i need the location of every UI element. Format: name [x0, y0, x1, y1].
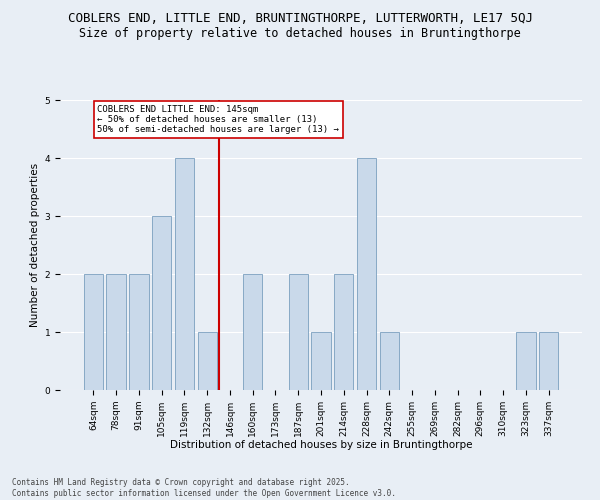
- Bar: [243, 274, 262, 390]
- Bar: [152, 216, 172, 390]
- Bar: [311, 332, 331, 390]
- Text: Contains HM Land Registry data © Crown copyright and database right 2025.
Contai: Contains HM Land Registry data © Crown c…: [12, 478, 396, 498]
- Text: COBLERS END, LITTLE END, BRUNTINGTHORPE, LUTTERWORTH, LE17 5QJ: COBLERS END, LITTLE END, BRUNTINGTHORPE,…: [67, 12, 533, 26]
- Text: Size of property relative to detached houses in Bruntingthorpe: Size of property relative to detached ho…: [79, 28, 521, 40]
- Text: COBLERS END LITTLE END: 145sqm
← 50% of detached houses are smaller (13)
50% of : COBLERS END LITTLE END: 145sqm ← 50% of …: [97, 104, 340, 134]
- Bar: [197, 332, 217, 390]
- Y-axis label: Number of detached properties: Number of detached properties: [31, 163, 40, 327]
- Bar: [380, 332, 399, 390]
- Bar: [175, 158, 194, 390]
- Bar: [129, 274, 149, 390]
- Bar: [84, 274, 103, 390]
- Bar: [334, 274, 353, 390]
- Bar: [357, 158, 376, 390]
- Bar: [106, 274, 126, 390]
- Bar: [516, 332, 536, 390]
- Bar: [539, 332, 558, 390]
- Bar: [289, 274, 308, 390]
- X-axis label: Distribution of detached houses by size in Bruntingthorpe: Distribution of detached houses by size …: [170, 440, 472, 450]
